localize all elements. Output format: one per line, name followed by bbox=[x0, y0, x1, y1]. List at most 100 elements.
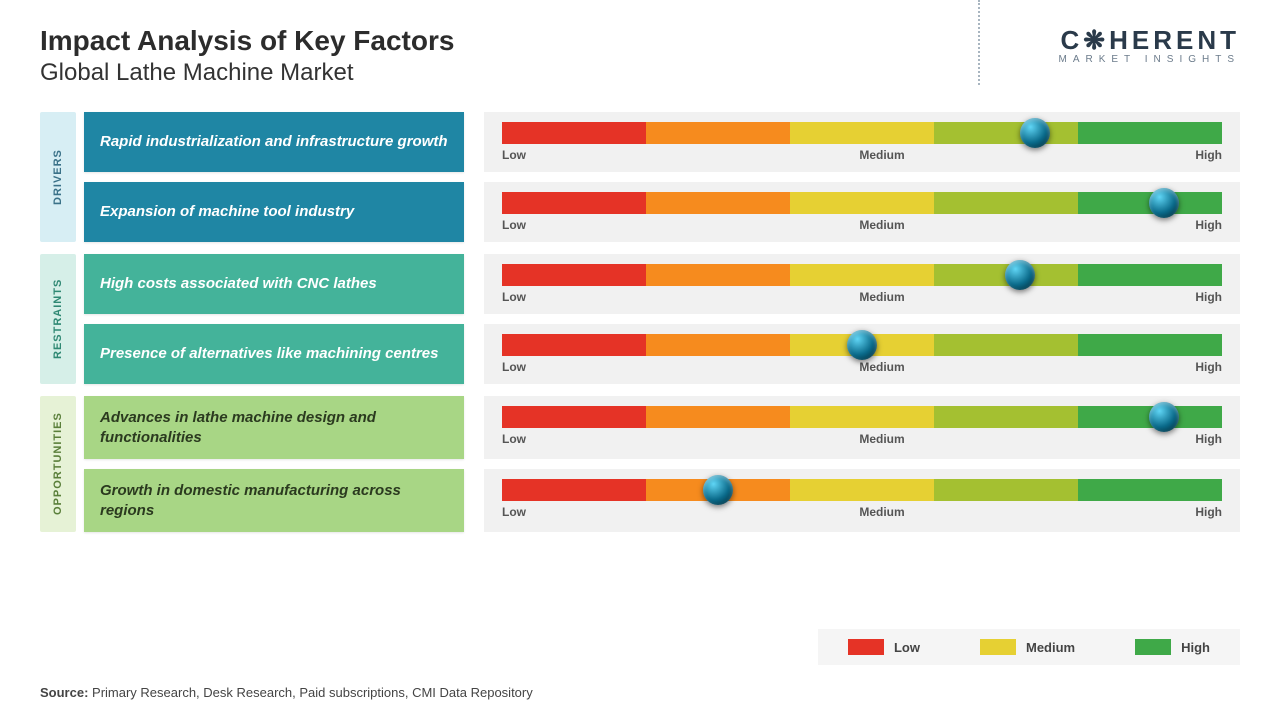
category-section: OPPORTUNITIESAdvances in lathe machine d… bbox=[40, 396, 1240, 532]
slider-scale-label: High bbox=[995, 505, 1222, 519]
factor-row: High costs associated with CNC lathes Low… bbox=[84, 254, 1240, 314]
slider-knob[interactable] bbox=[1149, 188, 1179, 218]
category-rows: Rapid industrialization and infrastructu… bbox=[84, 112, 1240, 242]
factor-label: Presence of alternatives like machining … bbox=[84, 324, 464, 384]
legend-label: Medium bbox=[1026, 640, 1075, 655]
slider-scale-label: Medium bbox=[769, 432, 996, 446]
slider-segment bbox=[502, 264, 646, 286]
legend-swatch bbox=[1135, 639, 1171, 655]
slider-segment bbox=[646, 406, 790, 428]
category-sidebar: RESTRAINTS bbox=[40, 254, 76, 384]
slider-segment bbox=[502, 334, 646, 356]
source-prefix: Source: bbox=[40, 685, 88, 700]
factor-label: Rapid industrialization and infrastructu… bbox=[84, 112, 464, 172]
slider-scale-label: Low bbox=[502, 218, 729, 232]
factor-label: Growth in domestic manufacturing across … bbox=[84, 469, 464, 532]
factor-row: Rapid industrialization and infrastructu… bbox=[84, 112, 1240, 172]
slider-scale-labels: Low MediumHigh bbox=[502, 360, 1222, 374]
slider-segment bbox=[1078, 264, 1222, 286]
legend-label: Low bbox=[894, 640, 920, 655]
logo-main-text: C❋HERENT bbox=[1059, 25, 1241, 56]
slider-scale-label: Medium bbox=[769, 148, 996, 162]
slider-scale-label: Low bbox=[502, 505, 729, 519]
slider-segment bbox=[646, 192, 790, 214]
slider-segment bbox=[790, 479, 934, 501]
impact-slider: Low MediumHigh bbox=[484, 254, 1240, 314]
slider-segment bbox=[934, 122, 1078, 144]
slider-segment bbox=[790, 192, 934, 214]
factor-row: Advances in lathe machine design and fun… bbox=[84, 396, 1240, 459]
factor-row: Growth in domestic manufacturing across … bbox=[84, 469, 1240, 532]
slider-track bbox=[502, 334, 1222, 356]
slider-segment bbox=[790, 122, 934, 144]
slider-scale-labels: Low MediumHigh bbox=[502, 432, 1222, 446]
slider-track bbox=[502, 122, 1222, 144]
slider-track bbox=[502, 406, 1222, 428]
slider-scale-labels: LowMediumHigh bbox=[502, 505, 1222, 519]
slider-segment bbox=[934, 406, 1078, 428]
slider-knob[interactable] bbox=[703, 475, 733, 505]
slider-scale-labels: Low MediumHigh bbox=[502, 290, 1222, 304]
slider-segment bbox=[790, 406, 934, 428]
legend-item: Low bbox=[848, 639, 920, 655]
factor-label: High costs associated with CNC lathes bbox=[84, 254, 464, 314]
slider-scale-label: Medium bbox=[769, 360, 996, 374]
slider-segment bbox=[646, 334, 790, 356]
source-line: Source: Primary Research, Desk Research,… bbox=[40, 685, 533, 700]
legend-item: Medium bbox=[980, 639, 1075, 655]
header-divider bbox=[978, 0, 980, 85]
category-label: OPPORTUNITIES bbox=[40, 396, 76, 532]
source-text: Primary Research, Desk Research, Paid su… bbox=[92, 685, 533, 700]
slider-scale-label: Medium bbox=[769, 290, 996, 304]
impact-slider: LowMediumHigh bbox=[484, 182, 1240, 242]
slider-scale-label: Low bbox=[502, 290, 729, 304]
slider-segment bbox=[1078, 334, 1222, 356]
impact-slider: LowMediumHigh bbox=[484, 469, 1240, 532]
category-label: RESTRAINTS bbox=[40, 254, 76, 384]
slider-segment bbox=[502, 406, 646, 428]
slider-knob[interactable] bbox=[847, 330, 877, 360]
slider-track bbox=[502, 264, 1222, 286]
slider-knob[interactable] bbox=[1005, 260, 1035, 290]
page-title: Impact Analysis of Key Factors bbox=[40, 25, 454, 57]
slider-scale-label: High bbox=[995, 218, 1222, 232]
category-rows: High costs associated with CNC lathes Low… bbox=[84, 254, 1240, 384]
factor-row: Expansion of machine tool industry LowMed… bbox=[84, 182, 1240, 242]
slider-scale-label: High bbox=[995, 148, 1222, 162]
slider-segment bbox=[646, 122, 790, 144]
slider-scale-label: Low bbox=[502, 360, 729, 374]
factor-label: Expansion of machine tool industry bbox=[84, 182, 464, 242]
slider-scale-label: Low bbox=[502, 148, 729, 162]
category-rows: Advances in lathe machine design and fun… bbox=[84, 396, 1240, 532]
slider-scale-label: Low bbox=[502, 432, 729, 446]
slider-track bbox=[502, 192, 1222, 214]
header: Impact Analysis of Key Factors Global La… bbox=[0, 0, 1280, 97]
slider-segment bbox=[502, 479, 646, 501]
slider-track bbox=[502, 479, 1222, 501]
slider-scale-labels: Low MediumHigh bbox=[502, 148, 1222, 162]
impact-slider: Low MediumHigh bbox=[484, 324, 1240, 384]
slider-segment bbox=[790, 264, 934, 286]
legend-swatch bbox=[980, 639, 1016, 655]
factor-row: Presence of alternatives like machining … bbox=[84, 324, 1240, 384]
slider-segment bbox=[646, 264, 790, 286]
impact-chart: DRIVERSRapid industrialization and infra… bbox=[0, 97, 1280, 532]
category-sidebar: OPPORTUNITIES bbox=[40, 396, 76, 532]
category-label: DRIVERS bbox=[40, 112, 76, 242]
slider-segment bbox=[1078, 122, 1222, 144]
legend-label: High bbox=[1181, 640, 1210, 655]
slider-scale-labels: LowMediumHigh bbox=[502, 218, 1222, 232]
legend: Low Medium High bbox=[818, 629, 1240, 665]
page-subtitle: Global Lathe Machine Market bbox=[40, 59, 454, 87]
slider-scale-label: High bbox=[995, 290, 1222, 304]
legend-swatch bbox=[848, 639, 884, 655]
slider-knob[interactable] bbox=[1149, 402, 1179, 432]
brand-logo: C❋HERENT MARKET INSIGHTS bbox=[1059, 25, 1241, 65]
slider-knob[interactable] bbox=[1020, 118, 1050, 148]
slider-segment bbox=[1078, 479, 1222, 501]
legend-item: High bbox=[1135, 639, 1210, 655]
slider-segment bbox=[934, 192, 1078, 214]
slider-scale-label: High bbox=[995, 432, 1222, 446]
logo-sub-text: MARKET INSIGHTS bbox=[1059, 54, 1241, 65]
slider-scale-label: High bbox=[995, 360, 1222, 374]
